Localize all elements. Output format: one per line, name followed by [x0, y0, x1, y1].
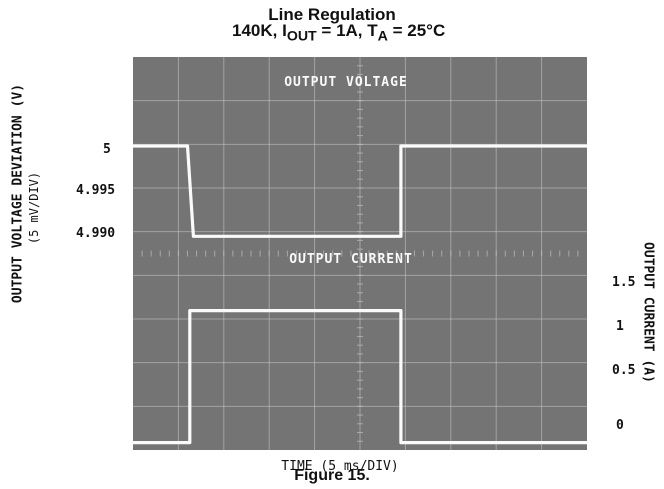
subtitle-part-1: 140K, I [232, 21, 287, 40]
annotation-output-voltage: OUTPUT VOLTAGE [284, 75, 408, 90]
chart-subtitle: 140K, IOUT = 1A, TA = 25°C [232, 21, 445, 45]
x-axis-label: TIME (5 ms/DIV) [281, 459, 399, 474]
right-tick-0-5: 0.5 [612, 363, 636, 378]
chart-title: Line Regulation [268, 5, 396, 24]
y-axis-left-label: OUTPUT VOLTAGE DEVIATION (V) [10, 83, 26, 304]
left-tick-4990: 4.990 [76, 226, 116, 241]
subtitle-part-2: = 1A, T [316, 21, 378, 40]
right-tick-1-5: 1.5 [612, 275, 636, 290]
oscilloscope-screen: OUTPUT VOLTAGE OUTPUT CURRENT [133, 57, 587, 450]
right-tick-0: 0 [616, 418, 624, 433]
subtitle-part-3: = 25°C [387, 21, 446, 40]
series-line-output-voltage [133, 144, 587, 238]
series-line-output-current [133, 309, 587, 445]
traces [133, 144, 587, 445]
left-tick-5: 5 [103, 142, 111, 157]
right-tick-1: 1 [616, 319, 624, 334]
figure-caption: Figure 15. [294, 467, 370, 484]
subtitle-sub-a: A [377, 28, 388, 45]
graticule [133, 57, 587, 450]
annotation-output-current: OUTPUT CURRENT [289, 252, 413, 267]
left-tick-4995: 4.995 [76, 183, 116, 198]
subtitle-sub-out: OUT [286, 28, 317, 45]
y-axis-right-label: OUTPUT CURRENT (A) [640, 242, 656, 383]
y-axis-left-sublabel: (5 mV/DIV) [27, 171, 41, 245]
